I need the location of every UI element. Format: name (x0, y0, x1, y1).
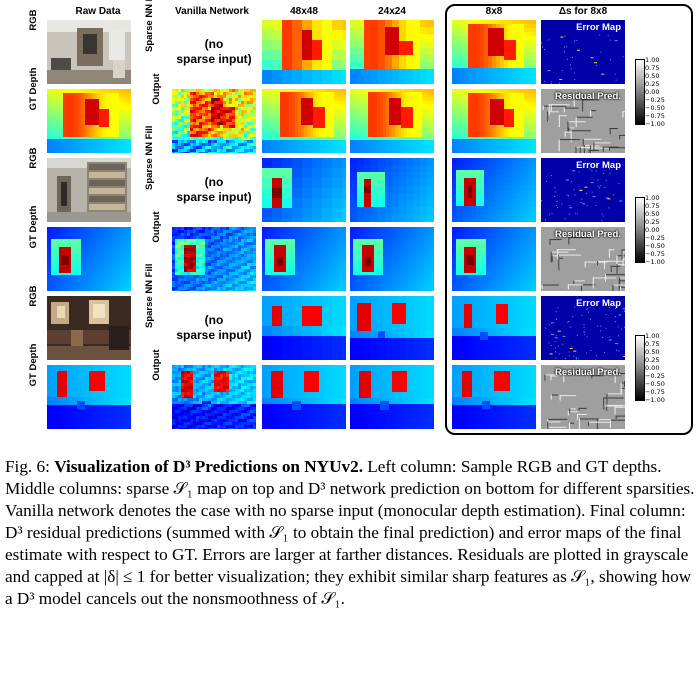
colorbar-tick-label: 0.25 (645, 356, 660, 364)
row-label-sparse-nn-fill: Sparse NN Fill (144, 263, 155, 328)
row-label-sparse-nn-fill: Sparse NN Fill (144, 0, 155, 52)
colorbar-tick-label: −0.50 (645, 104, 665, 112)
row-label-gt-depth: GT Depth (28, 343, 39, 387)
sparse-fill-8 (452, 158, 536, 222)
colorbar-ticks: 1.00 0.75 0.50 0.25 0.00 −0.25 −0.50 −0.75 −1.00 (645, 194, 665, 266)
header-48x48: 48x48 (290, 6, 318, 17)
header-raw-data: Raw Data (75, 6, 121, 17)
colorbar (635, 335, 645, 401)
colorbar-tick-label: −0.25 (645, 96, 665, 104)
caption-label: Fig. 6: (5, 457, 50, 476)
colorbar-tick-label: 1.00 (645, 56, 660, 64)
output-24 (350, 227, 434, 291)
colorbar-tick-label: 1.00 (645, 332, 660, 340)
colorbar-tick-label: 0.75 (645, 202, 660, 210)
row-label-rgb: RGB (28, 9, 39, 31)
colorbar-tick-label: 0.00 (645, 88, 660, 96)
colorbar-tick-label: −1.00 (645, 120, 665, 128)
figure-caption: Fig. 6: Visualization of D³ Predictions … (5, 456, 695, 610)
colorbar-tick-label: −0.75 (645, 112, 665, 120)
output-48 (262, 365, 346, 429)
no-sparse-input-text: (no sparse input) (176, 37, 252, 66)
residual-pred-label: Residual Pred. (555, 367, 621, 378)
rgb-image (47, 158, 131, 222)
row-label-rgb: RGB (28, 285, 39, 307)
residual-pred: Residual Pred. (541, 365, 625, 429)
sparse-fill-24 (350, 296, 434, 360)
colorbar-tick-label: −0.75 (645, 388, 665, 396)
vanilla-output (172, 365, 256, 429)
sparse-fill-24 (350, 20, 434, 84)
colorbar-ticks: 1.00 0.75 0.50 0.25 0.00 −0.25 −0.50 −0.75 −1.00 (645, 332, 665, 404)
colorbar-tick-label: −1.00 (645, 396, 665, 404)
sparse-fill-48 (262, 20, 346, 84)
row-label-output: Output (151, 73, 162, 105)
caption-body: Left column: Sample RGB and GT depths. M… (5, 457, 695, 608)
figure: Raw Data Vanilla Network 48x48 24x24 8x8… (28, 0, 693, 435)
no-sparse-input-text: (no sparse input) (176, 175, 252, 204)
colorbar-tick-label: 0.00 (645, 226, 660, 234)
output-8 (452, 227, 536, 291)
gt-depth-image (47, 227, 131, 291)
gt-depth-image (47, 365, 131, 429)
header-8x8: 8x8 (485, 6, 503, 17)
no-sparse-input-text: (no sparse input) (176, 313, 252, 342)
row-label-sparse-nn-fill: Sparse NN Fill (144, 125, 155, 190)
error-map-label: Error Map (576, 22, 621, 33)
colorbar-tick-label: 0.50 (645, 210, 660, 218)
output-24 (350, 365, 434, 429)
colorbar-tick-label: 0.00 (645, 364, 660, 372)
sparse-fill-48 (262, 296, 346, 360)
colorbar-tick-label: −0.25 (645, 372, 665, 380)
caption-title: Visualization of D³ Predictions on NYUv2… (54, 457, 363, 476)
error-map-label: Error Map (576, 298, 621, 309)
output-8 (452, 89, 536, 153)
vanilla-output (172, 227, 256, 291)
colorbar-tick-label: −0.50 (645, 380, 665, 388)
sparse-fill-24 (350, 158, 434, 222)
colorbar-tick-label: −0.25 (645, 234, 665, 242)
colorbar-tick-label: 0.50 (645, 348, 660, 356)
residual-pred: Residual Pred. (541, 89, 625, 153)
error-map: Error Map (541, 20, 625, 84)
residual-pred-label: Residual Pred. (555, 91, 621, 102)
row-label-output: Output (151, 211, 162, 243)
colorbar-tick-label: 1.00 (645, 194, 660, 202)
row-label-gt-depth: GT Depth (28, 67, 39, 111)
highlight-frame (445, 4, 693, 435)
output-48 (262, 227, 346, 291)
row-label-output: Output (151, 349, 162, 381)
colorbar (635, 59, 645, 125)
sparse-fill-8 (452, 20, 536, 84)
row-label-gt-depth: GT Depth (28, 205, 39, 249)
header-24x24: 24x24 (378, 6, 406, 17)
residual-pred: Residual Pred. (541, 227, 625, 291)
error-map: Error Map (541, 158, 625, 222)
colorbar-tick-label: 0.25 (645, 80, 660, 88)
gt-depth-image (47, 89, 131, 153)
colorbar-tick-label: 0.25 (645, 218, 660, 226)
error-map: Error Map (541, 296, 625, 360)
rgb-image (47, 20, 131, 84)
output-24 (350, 89, 434, 153)
header-vanilla-network: Vanilla Network (175, 6, 249, 17)
error-map-label: Error Map (576, 160, 621, 171)
residual-pred-label: Residual Pred. (555, 229, 621, 240)
vanilla-output (172, 89, 256, 153)
header-delta-8x8: Δs for 8x8 (558, 6, 608, 17)
colorbar-tick-label: 0.75 (645, 64, 660, 72)
rgb-image (47, 296, 131, 360)
colorbar-tick-label: −0.50 (645, 242, 665, 250)
colorbar-ticks: 1.00 0.75 0.50 0.25 0.00 −0.25 −0.50 −0.75 −1.00 (645, 56, 665, 128)
colorbar-tick-label: −1.00 (645, 258, 665, 266)
colorbar-tick-label: −0.75 (645, 250, 665, 258)
colorbar-tick-label: 0.75 (645, 340, 660, 348)
output-48 (262, 89, 346, 153)
sparse-fill-8 (452, 296, 536, 360)
output-8 (452, 365, 536, 429)
colorbar-tick-label: 0.50 (645, 72, 660, 80)
sparse-fill-48 (262, 158, 346, 222)
colorbar (635, 197, 645, 263)
row-label-rgb: RGB (28, 147, 39, 169)
